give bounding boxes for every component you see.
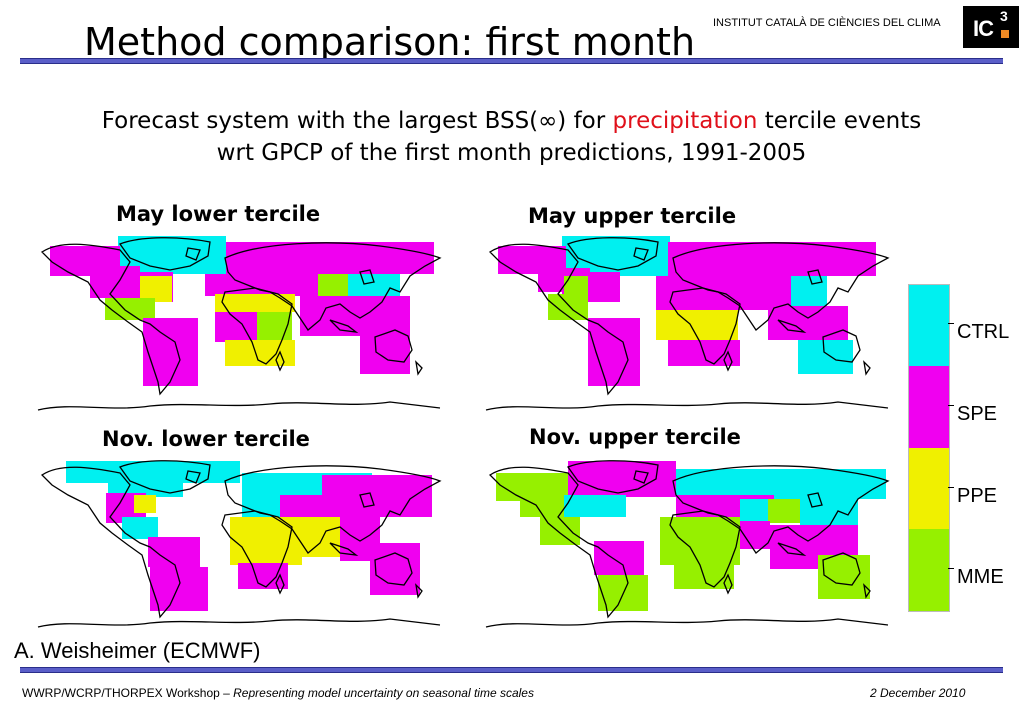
- footer-event-theme: Representing model uncertainty on season…: [233, 686, 534, 700]
- legend-swatch-mme: [909, 529, 949, 611]
- legend-label-mme: MME: [957, 566, 1004, 588]
- panel-title-nov-upper: Nov. upper tercile: [529, 425, 741, 449]
- coastlines: [37, 237, 442, 411]
- coastlines: [485, 237, 890, 411]
- subtitle-line-2: wrt GPCP of the first month predictions,…: [216, 140, 807, 166]
- institute-name: INSTITUT CATALÀ DE CIÈNCIES DEL CLIMA: [713, 17, 941, 29]
- legend-swatch-ctrl: [909, 285, 949, 366]
- logo-superscript: 3: [1000, 8, 1008, 24]
- region-blocks: [498, 236, 876, 386]
- legend-colorbar: [908, 284, 950, 612]
- subtitle-line-1: Forecast system with the largest BSS(∞) …: [20, 105, 1003, 137]
- footer-rule: [20, 667, 1003, 673]
- author-credit: A. Weisheimer (ECMWF): [14, 638, 261, 663]
- footer-event: WWRP/WCRP/THORPEX Workshop – Representin…: [22, 686, 534, 700]
- subtitle-text-a: Forecast system with the largest BSS(∞) …: [101, 108, 613, 134]
- region-blocks: [496, 461, 886, 611]
- panel-title-may-lower: May lower tercile: [116, 202, 321, 226]
- coastlines: [37, 460, 442, 628]
- world-map-nov-lower: [37, 460, 442, 628]
- subtitle-text-b: tercile events: [757, 108, 922, 134]
- world-map-may-upper: [485, 236, 890, 411]
- legend-label-ppe: PPE: [957, 485, 998, 507]
- world-map-may-lower: [37, 236, 442, 411]
- legend-tick: [948, 487, 954, 488]
- world-map-nov-upper: [485, 460, 890, 628]
- legend-tick: [948, 405, 954, 406]
- legend-tick: [948, 568, 954, 569]
- ic3-logo: IC 3: [963, 6, 1019, 48]
- coastlines: [485, 460, 890, 628]
- legend-label-spe: SPE: [957, 403, 998, 425]
- region-blocks: [66, 461, 432, 611]
- footer-date: 2 December 2010: [870, 686, 966, 700]
- logo-mark: [1001, 30, 1009, 38]
- legend-swatch-ppe: [909, 448, 949, 529]
- panel-title-may-upper: May upper tercile: [528, 204, 737, 228]
- legend-swatch-spe: [909, 366, 949, 448]
- region-blocks: [50, 236, 434, 386]
- subtitle-highlight: precipitation: [612, 108, 758, 134]
- slide-title: Method comparison: first month: [84, 20, 696, 64]
- legend-tick: [948, 323, 954, 324]
- legend-label-ctrl: CTRL: [957, 321, 1010, 343]
- logo-text: IC: [973, 16, 994, 41]
- footer-event-name: WWRP/WCRP/THORPEX Workshop –: [22, 686, 234, 700]
- header-rule: [20, 58, 1003, 64]
- panel-title-nov-lower: Nov. lower tercile: [102, 427, 310, 451]
- subtitle: Forecast system with the largest BSS(∞) …: [20, 105, 1003, 169]
